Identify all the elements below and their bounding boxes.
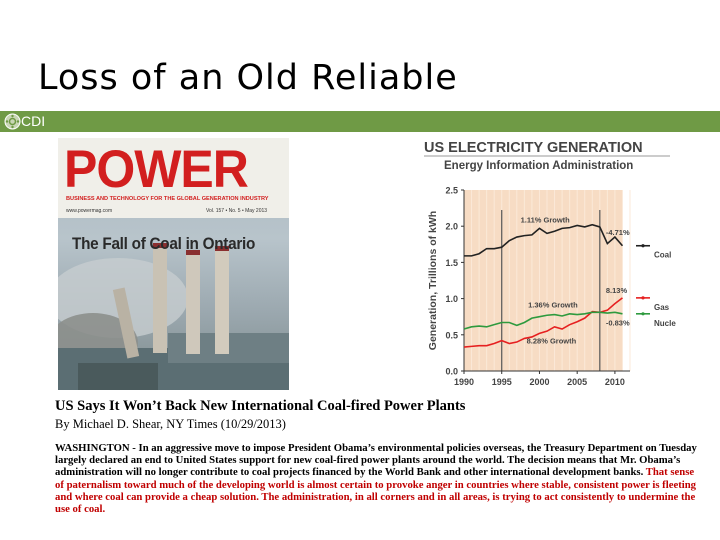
article-headline: US Says It Won’t Back New International …: [55, 398, 466, 414]
cover-headline: The Fall of Coal in Ontario: [72, 234, 256, 253]
chart-annotation: 8.13%: [606, 286, 628, 295]
cover-subtitle: BUSINESS AND TECHNOLOGY FOR THE GLOBAL G…: [66, 196, 269, 202]
y-tick-label: 2.5: [445, 186, 458, 196]
cover-masthead: POWER: [64, 139, 249, 199]
series-line-nuclear: [463, 311, 623, 330]
chart-annotation: -0.83%: [606, 318, 630, 327]
cover-url: www.powermag.com: [66, 208, 113, 214]
legend-label-gas: Gas: [654, 303, 670, 312]
chart-annotation: 8.28% Growth: [527, 336, 577, 345]
article-body-main: WASHINGTON - In an aggressive move to im…: [55, 442, 697, 479]
article-byline: By Michael D. Shear, NY Times (10/29/201…: [55, 417, 286, 431]
x-tick-label: 2000: [529, 377, 549, 387]
brand-label: CDI: [21, 113, 46, 129]
y-tick-label: 1.0: [445, 294, 458, 304]
chart-annotation: 1.11% Growth: [521, 216, 571, 225]
chart-annotation: -4.71%: [606, 228, 630, 237]
chart-annotation: 1.36% Growth: [528, 300, 578, 309]
x-tick-label: 2010: [605, 377, 625, 387]
legend-marker-nuclear: [641, 312, 645, 316]
shaded-region: [464, 190, 623, 371]
legend-marker-gas: [641, 296, 645, 300]
cover-masthead-area: [58, 138, 289, 218]
cdi-logo-icon: [4, 113, 21, 130]
chart-subtitle: Energy Information Administration: [444, 160, 633, 172]
power-plant-photo: [58, 243, 289, 390]
legend-marker-coal: [641, 244, 645, 248]
x-tick-label: 1995: [492, 377, 512, 387]
article-body-highlight: That sense of paternalism toward much of…: [55, 466, 697, 516]
slide-title: Loss of an Old Reliable: [38, 58, 458, 98]
y-tick-label: 1.5: [445, 258, 458, 268]
y-tick-label: 2.0: [445, 222, 458, 232]
magazine-cover: POWER BUSINESS AND TECHNOLOGY FOR THE GL…: [58, 138, 289, 390]
y-axis-label: Generation, Trillions of kWh: [427, 211, 439, 350]
article-body: WASHINGTON - In an aggressive move to im…: [55, 442, 705, 515]
cover-volume: Vol. 157 • No. 5 • May 2013: [206, 208, 268, 214]
legend-label-nuclear: Nuclear: [654, 319, 676, 328]
series-line-coal: [464, 223, 624, 257]
y-tick-label: 0.0: [445, 367, 458, 377]
y-tick-label: 0.5: [445, 330, 458, 340]
legend-label-coal: Coal: [654, 251, 671, 260]
us-electricity-generation-chart: US ELECTRICITY GENERATION Energy Informat…: [424, 140, 676, 387]
brand-bar: CDI: [0, 111, 720, 132]
x-tick-label: 2005: [567, 377, 587, 387]
x-tick-label: 1990: [454, 377, 474, 387]
chart-title: US ELECTRICITY GENERATION: [424, 140, 643, 156]
